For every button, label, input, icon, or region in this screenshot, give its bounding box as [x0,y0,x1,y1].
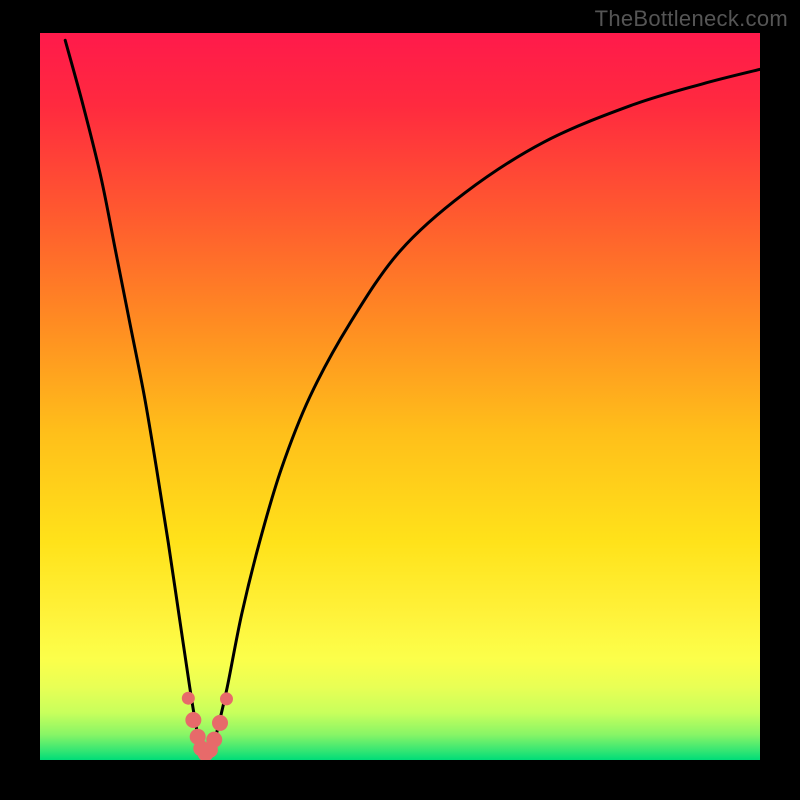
marker-dot [206,732,222,748]
marker-dot [182,692,195,705]
gradient-background [40,33,760,760]
watermark-text: TheBottleneck.com [595,6,788,32]
marker-dot [220,692,233,705]
plot-area [40,33,760,760]
marker-dot [185,712,201,728]
marker-dot [212,715,228,731]
chart-container: TheBottleneck.com [0,0,800,800]
